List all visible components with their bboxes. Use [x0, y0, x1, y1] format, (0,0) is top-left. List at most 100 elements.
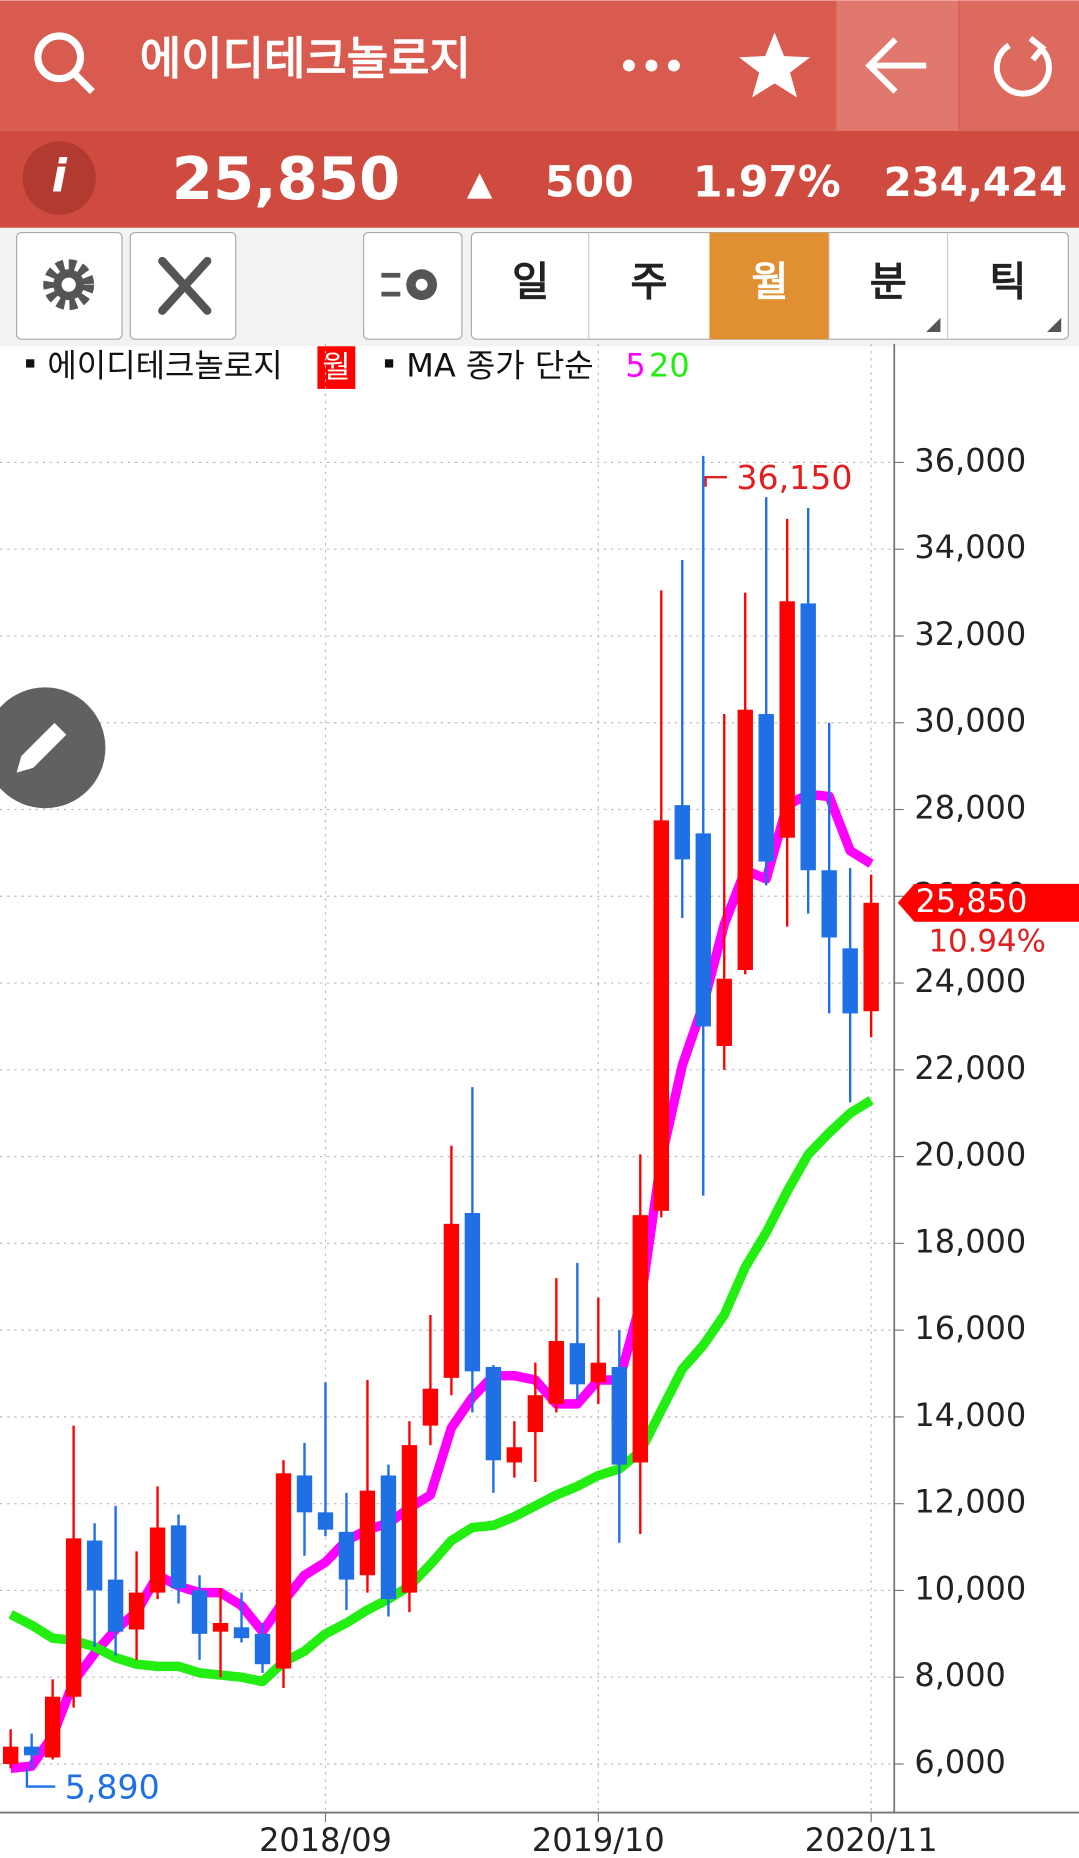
tab-dividers	[588, 232, 949, 340]
candle-body	[779, 601, 795, 838]
legend-ma5: 5	[625, 347, 645, 385]
candle-body	[716, 978, 732, 1046]
pencil-icon	[16, 722, 67, 773]
ma-line	[8, 1096, 874, 1687]
candle-body	[506, 1447, 523, 1463]
candle-body	[821, 870, 837, 938]
plot: 6,000 8,000 10,000 12,000 14,000 16,000 18,000…	[0, 343, 1026, 1858]
candle-body	[149, 1527, 166, 1593]
y-tick-label: 34,000	[914, 528, 1026, 566]
candle-body	[212, 1622, 229, 1632]
y-tick-label: 36,000	[914, 441, 1026, 479]
tab[interactable]: 틱	[989, 260, 1026, 306]
candle-body	[485, 1367, 502, 1461]
x-tick-label: 2018/09	[259, 1821, 392, 1858]
candle-body	[632, 1215, 648, 1463]
candle-body	[86, 1540, 103, 1591]
price-bar	[0, 130, 1079, 228]
period: 월	[322, 349, 350, 385]
candle-body	[233, 1627, 250, 1639]
y-tick-label: 20,000	[914, 1136, 1026, 1174]
candle-body	[590, 1362, 607, 1383]
candle-body	[275, 1473, 292, 1669]
candle-body	[401, 1445, 418, 1593]
candle-body	[863, 902, 879, 1012]
tab[interactable]: 일	[512, 260, 549, 306]
candle-body	[2, 1746, 19, 1764]
candle-body	[317, 1512, 334, 1530]
candle-body	[44, 1696, 61, 1758]
y-tick-label: 8,000	[914, 1656, 1006, 1694]
back-icon	[865, 37, 927, 94]
change: 500	[545, 158, 634, 208]
x-tick-label: 2020/11	[805, 1821, 938, 1858]
last-price-box	[897, 883, 1079, 922]
favorite-icon[interactable]	[739, 32, 811, 98]
low-marker-label: 5,890	[65, 1767, 160, 1806]
info-icon: i	[52, 149, 68, 202]
y-tick-label: 18,000	[914, 1222, 1026, 1260]
legend-bullet	[384, 359, 394, 368]
candle-body	[422, 1388, 439, 1426]
y-tick-label: 10,000	[914, 1569, 1026, 1607]
candle-body	[128, 1592, 145, 1630]
refresh-button[interactable]	[959, 0, 1079, 131]
search-icon[interactable]	[34, 32, 95, 95]
candle-body	[464, 1212, 481, 1372]
y-tick-label: 32,000	[914, 615, 1026, 653]
tab-active-bg	[709, 232, 830, 340]
tools-icon	[158, 256, 212, 315]
candle-body	[23, 1746, 40, 1756]
y-tick-label: 28,000	[914, 789, 1026, 827]
y-tick-label: 22,000	[914, 1049, 1026, 1087]
info-button[interactable]	[22, 141, 96, 215]
change-label: 10.94%	[928, 924, 1045, 960]
candle-body	[65, 1538, 82, 1697]
candle-body	[800, 603, 816, 871]
legend-ma20: 20	[649, 347, 690, 385]
stock-title: 에이디테크놀로지	[140, 32, 471, 85]
y-tick-label: 12,000	[914, 1483, 1026, 1521]
candle-body	[548, 1340, 565, 1404]
high-marker-arrow	[704, 476, 727, 487]
tab[interactable]: 월	[751, 260, 788, 306]
candle-body	[842, 948, 858, 1014]
candle-body	[254, 1633, 271, 1665]
candle-body	[569, 1343, 586, 1385]
low-marker-arrow	[25, 1768, 56, 1788]
indicator-icon	[381, 269, 438, 301]
gear-icon	[43, 259, 95, 311]
candle-body	[170, 1525, 187, 1589]
refresh-icon	[993, 36, 1052, 97]
candle-body	[359, 1490, 376, 1576]
candle-body	[758, 714, 774, 862]
high-marker-label: 36,150	[736, 458, 852, 497]
legend-stock: 에이디테크놀로지	[47, 347, 282, 385]
x-tick-label: 2019/10	[532, 1821, 665, 1858]
last-price-label: 25,850	[916, 882, 1028, 920]
price: 25,850	[172, 144, 401, 213]
candle-body	[674, 805, 690, 860]
candle-body	[191, 1590, 208, 1634]
candle-body	[380, 1475, 397, 1600]
y-tick-label: 24,000	[914, 962, 1026, 1000]
y-tick-label: 30,000	[914, 702, 1026, 740]
tab[interactable]: 주	[631, 260, 668, 306]
candle-body	[107, 1579, 124, 1632]
legend-ma: MA 종가 단순	[406, 347, 593, 385]
candle-body	[695, 833, 711, 1027]
period-badge	[317, 346, 356, 389]
candle-body	[443, 1223, 460, 1378]
change-arrow: ▲	[467, 164, 493, 203]
candle-body	[527, 1395, 544, 1433]
candle-body	[296, 1475, 313, 1513]
y-tick-label: 14,000	[914, 1396, 1026, 1434]
tab[interactable]: 분	[870, 260, 907, 306]
y-tick-label: 16,000	[914, 1309, 1026, 1347]
candle-body	[653, 820, 669, 1211]
candle-body	[737, 709, 753, 971]
candle-body	[611, 1367, 628, 1465]
more-icon[interactable]	[623, 59, 680, 72]
